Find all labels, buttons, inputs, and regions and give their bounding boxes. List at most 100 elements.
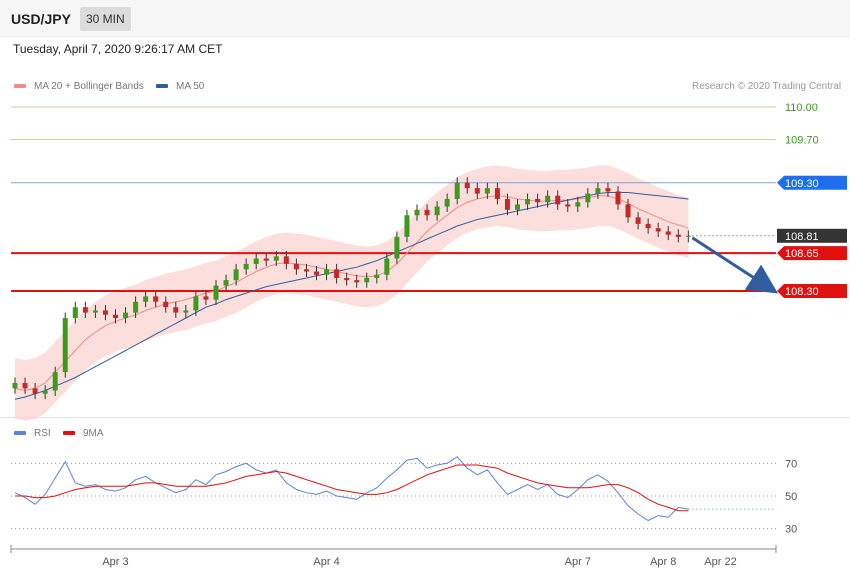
candle-body [334,269,340,278]
support-level-label: 108.30 [785,286,819,298]
candle-body [515,204,520,210]
timeframe-button[interactable]: 30 MIN [80,7,131,31]
candle-body [645,223,651,229]
candle-body [595,188,601,194]
rsi-ma-swatch [63,431,75,436]
ma50-line [14,192,689,400]
instrument-title: USD/JPY [11,11,71,27]
candle-body [32,388,38,394]
legend-ma20-label: MA 20 + Bollinger Bands [34,81,144,92]
last-price-label: 108.81 [785,231,819,243]
rsi-tick-label: 70 [785,458,797,470]
candle-body [123,312,129,319]
candle-body [424,209,430,216]
copyright: Research © 2020 Trading Central [692,81,842,92]
legend-ma50: MA 50 [156,81,204,92]
candle-body [464,182,470,189]
candle-body [72,307,78,319]
x-tick-label: Apr 7 [565,556,591,568]
candle-body [344,277,350,281]
candle-body [92,310,98,313]
candle-body [293,263,299,270]
candle-body [143,296,149,302]
candle-body [454,182,460,199]
candle-body [444,198,450,207]
x-tick-label: Apr 3 [102,556,128,568]
candle-body [283,256,289,264]
resistance-level-label: 109.30 [785,178,819,190]
candle-body [394,236,400,259]
candle-body [213,285,219,300]
candle-body [625,204,631,218]
candle-body [163,301,169,308]
legend-ma50-label: MA 50 [176,81,205,92]
candle-body [133,301,139,313]
candle-body [555,195,561,205]
candle-body [575,202,581,207]
candle-body [233,269,239,281]
candle-body [685,235,691,237]
candle-body [565,204,571,207]
legend-rsi: RSI [14,428,51,439]
legend-ma20: MA 20 + Bollinger Bands [14,81,144,92]
candle-body [434,206,440,216]
candle-body [404,215,410,237]
candle-body [22,382,28,389]
candle-body [203,296,209,300]
x-tick-label: Apr 22 [704,556,736,568]
x-tick-label: Apr 4 [313,556,339,568]
legend-rsi-label: RSI [34,428,51,439]
candle-body [82,307,88,313]
candle-body [665,231,671,235]
candle-body [253,258,259,264]
candle-body [153,296,159,302]
target-level-label: 110.00 [785,102,818,114]
candle-body [354,280,360,283]
report-datetime: Tuesday, April 7, 2020 9:26:17 AM CET [13,42,223,56]
candle-body [525,198,531,205]
candle-body [52,372,58,391]
projection-arrow [691,236,779,294]
rsi-tick-label: 30 [785,524,797,536]
candle-body [223,280,229,286]
candle-body [414,209,420,216]
candle-body [384,258,390,275]
candle-body [42,390,48,394]
rsi-tick-label: 50 [785,491,797,503]
bollinger-band [15,165,689,421]
legend-rsi-ma: 9MA [63,428,104,439]
candle-body [113,314,118,319]
candle-body [655,228,661,232]
rsi-swatch [14,431,26,436]
candle-body [314,271,319,275]
candle-body [504,198,510,210]
candle-body [675,234,681,237]
candle-body [173,307,179,313]
candle-body [62,318,68,373]
candle-body [635,217,641,224]
rsi-ma-line [15,464,689,512]
legend-rsi-ma-label: 9MA [83,428,104,439]
candle-body [183,310,189,313]
candle-body [12,382,18,389]
target-level-label: 109.70 [785,134,819,146]
candle-body [102,310,108,315]
candle-body [615,191,621,205]
candle-body [364,277,370,283]
candle-body [545,195,551,203]
candle-body [193,296,199,311]
candle-body [263,258,269,261]
candle-body [494,188,500,199]
candle-body [303,269,309,272]
pivot-level-label: 108.65 [785,248,819,260]
top-bar: USD/JPY 30 MIN [0,0,850,37]
ma50-swatch [156,84,168,89]
candle-body [535,198,541,203]
candle-body [474,188,480,194]
candle-body [243,263,249,270]
last-price-label-box [777,228,847,243]
rsi-line [14,456,689,522]
pivot-level-label-box [777,246,847,261]
candle-body [273,256,279,261]
